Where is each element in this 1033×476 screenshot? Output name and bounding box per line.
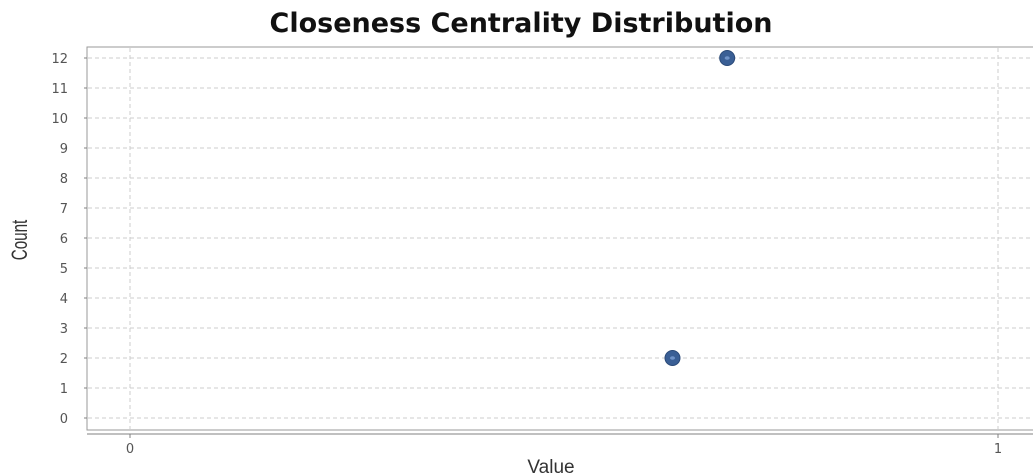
x-tick-label: 1 [994,442,1002,457]
data-points [664,50,736,366]
y-axis-label: Count [7,219,31,260]
y-tick-label: 4 [60,292,68,307]
data-point-highlight [670,356,675,360]
y-tick-label: 12 [51,52,68,67]
y-tick-label: 1 [60,382,68,397]
y-tick-label: 11 [51,82,68,97]
y-tick-label: 8 [60,172,68,187]
y-tick-label: 2 [60,352,68,367]
y-tick-label: 10 [51,112,68,127]
y-tick-label: 5 [60,262,68,277]
data-point-highlight [724,56,730,60]
data-point [664,350,681,366]
y-tick-label: 7 [60,202,68,217]
y-tick-label: 0 [60,412,68,427]
grid-layer [88,48,1033,429]
y-tick-label: 9 [60,142,68,157]
chart-title: Closeness Centrality Distribution [270,8,773,39]
data-point [719,50,736,66]
y-tick-label: 3 [60,322,68,337]
y-tick-label: 6 [60,232,68,247]
x-axis-label: Value [527,457,574,476]
x-tick-label: 0 [126,442,134,457]
